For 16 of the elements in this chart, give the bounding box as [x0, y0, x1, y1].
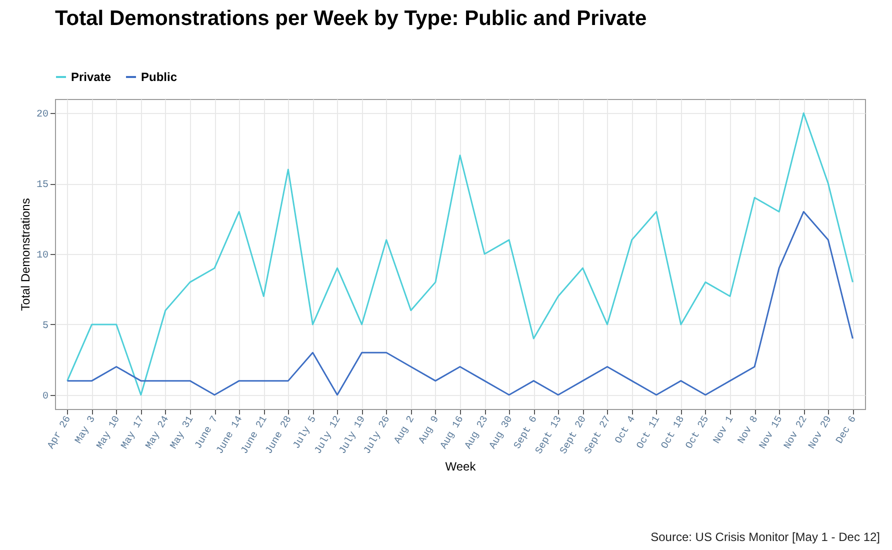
legend-label: Public — [141, 70, 178, 84]
y-tick-label: 0 — [42, 391, 48, 402]
x-tick-label: Dec 6 — [834, 414, 860, 446]
source-note: Source: US Crisis Monitor [May 1 - Dec 12] — [650, 530, 880, 544]
y-tick-label: 5 — [42, 320, 48, 332]
y-tick-label: 20 — [36, 110, 48, 121]
x-tick-label: Nov 29 — [807, 414, 835, 452]
y-tick-label: 10 — [36, 250, 48, 262]
line-series — [66, 210, 854, 396]
legend-label: Private — [71, 70, 112, 84]
chart-title: Total Demonstrations per Week by Type: Public and Private — [55, 7, 647, 30]
y-tick-label: 15 — [36, 180, 48, 192]
x-tick-label: Oct 25 — [684, 414, 712, 452]
line-series — [66, 112, 854, 396]
x-axis-title: Week — [445, 459, 477, 474]
y-axis-title: Total Demonstrations — [18, 198, 32, 311]
